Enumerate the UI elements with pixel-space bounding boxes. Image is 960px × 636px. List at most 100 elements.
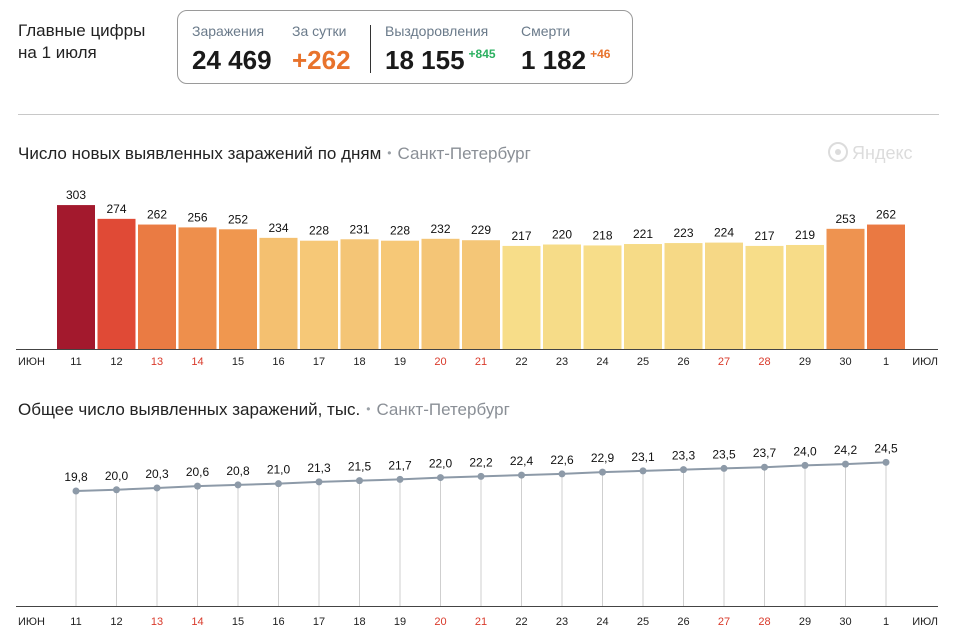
bar-value-label: 218: [592, 228, 612, 242]
x-tick-label: 12: [110, 356, 122, 368]
x-tick-label: 11: [70, 356, 81, 368]
x-tick-label: 11: [70, 616, 81, 628]
bar: [462, 240, 500, 349]
bar: [57, 205, 95, 349]
bar-value-label: 223: [673, 226, 693, 240]
bar: [421, 238, 460, 349]
stat-per-day: За сутки +262: [292, 23, 351, 76]
data-point: [437, 474, 444, 482]
bar-value-label: 217: [511, 229, 531, 243]
stat-recovered-delta: +845: [468, 47, 496, 61]
bar: [583, 245, 622, 349]
stat-infections-label: Заражения: [192, 23, 265, 39]
bar-value-label: 224: [714, 226, 734, 240]
point-value-label: 19,8: [64, 470, 88, 484]
x-tick-label: 28: [758, 616, 770, 628]
data-point: [558, 470, 566, 478]
x-tick-label: 29: [799, 356, 811, 368]
data-point: [194, 482, 201, 490]
data-point: [680, 466, 687, 474]
x-tick-label: 13: [151, 616, 163, 628]
section-divider: [18, 114, 939, 115]
data-point: [720, 464, 728, 472]
x-tick-label: 25: [637, 616, 649, 628]
bar-value-label: 303: [66, 188, 86, 202]
bar-value-label: 220: [552, 228, 572, 242]
yandex-watermark: Яндекс: [828, 142, 913, 164]
x-axis-end-label: ИЮЛ: [912, 616, 938, 628]
point-value-label: 20,0: [105, 469, 129, 483]
bar: [259, 237, 298, 349]
data-point: [599, 468, 606, 476]
data-point: [315, 478, 323, 486]
yandex-logo-icon: [828, 142, 848, 163]
x-tick-label: 17: [313, 356, 325, 368]
x-tick-label: 18: [353, 356, 365, 368]
x-tick-label: 15: [232, 616, 244, 628]
line-chart-subtitle: Санкт-Петербург: [376, 400, 510, 419]
bar-value-label: 221: [633, 227, 653, 241]
stat-recovered-value-row: 18 155 +845: [385, 45, 496, 76]
x-tick-label: 30: [839, 356, 851, 368]
bar: [502, 245, 541, 349]
bar-value-label: 262: [147, 208, 167, 222]
point-value-label: 22,6: [550, 453, 574, 467]
x-tick-label: 15: [232, 356, 244, 368]
bar-value-label: 256: [187, 210, 207, 224]
x-tick-label: 22: [515, 616, 527, 628]
bar-value-label: 228: [390, 224, 410, 238]
data-point: [234, 481, 242, 489]
x-tick-label: 21: [475, 616, 487, 628]
stat-per-day-label: За сутки: [292, 23, 347, 39]
bar: [300, 240, 338, 349]
bar: [826, 228, 865, 349]
bar: [786, 244, 824, 349]
x-tick-label: 20: [434, 356, 446, 368]
x-tick-label: 20: [434, 616, 446, 628]
x-tick-label: 16: [272, 616, 284, 628]
bar-chart-title-text: Число новых выявленных заражений по дням: [18, 144, 382, 163]
x-tick-label: 1: [883, 616, 889, 628]
point-value-label: 22,9: [591, 451, 615, 465]
stats-divider: [370, 25, 371, 73]
x-tick-label: 12: [110, 616, 122, 628]
point-value-label: 22,2: [469, 455, 493, 469]
x-tick-label: 17: [313, 616, 325, 628]
data-point: [639, 467, 647, 475]
bar: [624, 244, 662, 349]
bar: [867, 224, 905, 349]
x-tick-label: 27: [718, 356, 730, 368]
bar: [219, 229, 257, 349]
x-tick-label: 22: [515, 356, 527, 368]
stat-deaths-value: 1 182: [521, 45, 587, 75]
point-value-label: 23,1: [631, 450, 655, 464]
stat-infections: Заражения 24 469: [192, 23, 272, 76]
bar: [138, 224, 176, 349]
stat-recovered-value: 18 155: [385, 45, 465, 75]
data-point: [113, 486, 120, 494]
data-point: [761, 463, 768, 471]
point-value-label: 20,6: [186, 465, 210, 479]
bar-chart-subtitle: Санкт-Петербург: [397, 144, 531, 163]
bar: [705, 242, 743, 349]
data-point: [518, 471, 525, 479]
point-value-label: 23,3: [672, 449, 696, 463]
bar-value-label: 234: [268, 221, 288, 235]
x-tick-label: 23: [556, 616, 568, 628]
x-tick-label: 21: [475, 356, 487, 368]
bar-value-label: 231: [349, 222, 369, 236]
point-value-label: 21,5: [348, 460, 372, 474]
stat-per-day-value: +262: [292, 45, 351, 75]
bar: [543, 244, 581, 349]
bar: [340, 239, 379, 349]
point-value-label: 23,7: [753, 446, 777, 460]
x-axis-end-label: ИЮЛ: [912, 356, 938, 368]
line-chart-title-text: Общее число выявленных заражений, тыс.: [18, 400, 361, 419]
headline-line-2: на 1 июля: [18, 43, 97, 62]
bar: [178, 227, 217, 349]
line-chart-title: Общее число выявленных заражений, тыс. • С…: [18, 400, 510, 420]
point-value-label: 23,5: [712, 447, 736, 461]
x-tick-label: 1: [883, 356, 889, 368]
stats-panel: Заражения 24 469 За сутки +262 Выздоровл…: [177, 10, 633, 84]
x-tick-label: 24: [596, 356, 608, 368]
